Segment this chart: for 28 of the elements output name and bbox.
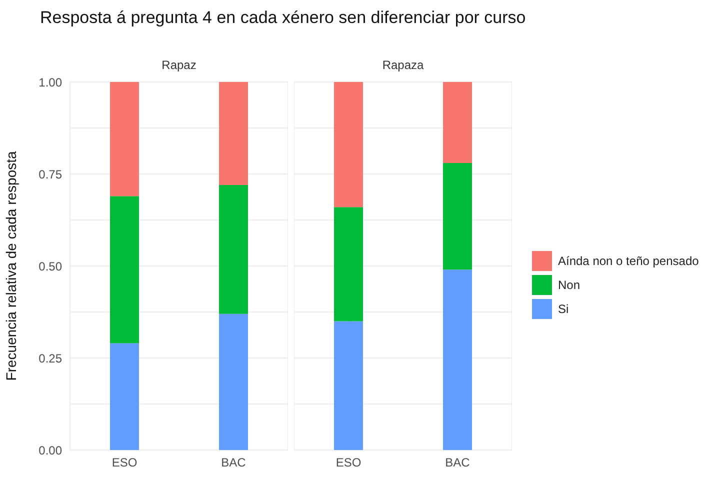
bar [334, 82, 363, 208]
bar [443, 270, 472, 450]
legend-label: Si [558, 302, 569, 316]
chart-title: Resposta á pregunta 4 en cada xénero sen diferenciar por curso [40, 8, 526, 28]
y-axis-title: Frecuencia relativa de cada resposta [3, 151, 19, 381]
bar [110, 196, 139, 344]
bar [219, 185, 248, 314]
bar [110, 82, 139, 196]
bar [334, 321, 363, 450]
bar [334, 207, 363, 322]
y-tick-label: 1.00 [38, 75, 62, 90]
x-tick-label: BAC [445, 456, 470, 470]
y-tick-label: 0.25 [38, 351, 62, 366]
chart-subtitle: Rapaza [381, 57, 425, 74]
bar [443, 162, 472, 270]
legend-label: Aínda non o teño pensado [558, 254, 699, 268]
x-tick-label: ESO [336, 456, 362, 470]
x-tick-label: ESO [112, 456, 138, 470]
y-tick-label: 0.00 [38, 443, 62, 458]
bar [219, 82, 248, 186]
x-tick-label: BAC [221, 456, 246, 470]
bar [110, 343, 139, 450]
y-tick-label: 0.75 [38, 167, 62, 182]
legend-label: Non [558, 278, 580, 292]
y-tick-label: 0.50 [38, 259, 62, 274]
chart-subtitle: Rapaz [160, 57, 198, 74]
bar [219, 314, 248, 450]
bar [443, 82, 472, 163]
